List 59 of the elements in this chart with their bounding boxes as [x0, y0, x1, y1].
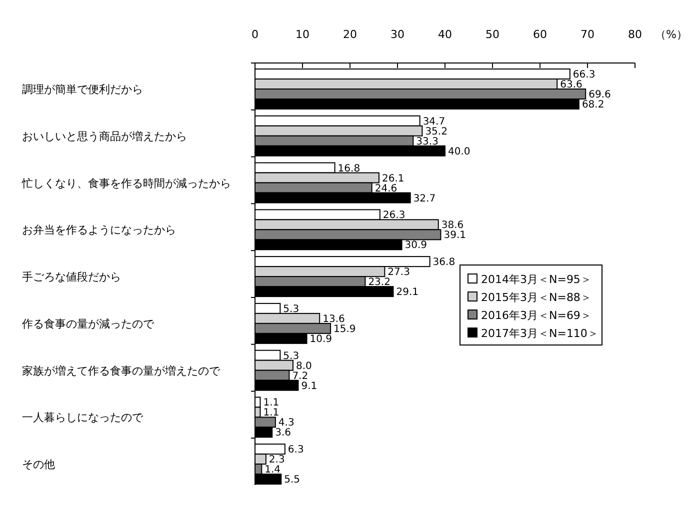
- data-label: 40.0: [448, 146, 470, 158]
- data-label: 3.6: [275, 428, 292, 439]
- legend-label: 2017年3月＜N=110＞: [481, 327, 598, 340]
- x-tick-label: 70: [580, 28, 594, 41]
- data-label: 2.3: [268, 454, 285, 466]
- x-tick-label: 20: [343, 28, 357, 41]
- y-tick-label: おいしいと思う商品が増えたから: [22, 130, 187, 143]
- data-label: 5.5: [284, 474, 300, 486]
- data-label: 34.7: [422, 116, 446, 128]
- data-label: 1.4: [264, 464, 281, 476]
- y-tick-label: 家族が増えて作る食事の量が増えたので: [22, 364, 221, 378]
- x-tick-label: 30: [390, 28, 404, 41]
- y-tick-label: お弁当を作るようになったから: [22, 224, 176, 237]
- data-label: 23.2: [368, 277, 390, 288]
- data-label: 68.2: [582, 100, 604, 110]
- x-tick-label: 50: [486, 28, 500, 41]
- data-label: 1.1: [263, 398, 280, 409]
- data-label: 10.9: [310, 334, 332, 345]
- data-label: 6.3: [288, 444, 304, 456]
- data-label: 30.9: [404, 240, 428, 252]
- data-label: 63.6: [560, 80, 582, 90]
- data-label: 5.3: [283, 350, 300, 362]
- data-label: 16.8: [338, 163, 360, 174]
- data-label: 36.8: [432, 257, 456, 268]
- x-tick-label: 0: [252, 28, 258, 41]
- data-label: 66.3: [572, 70, 596, 80]
- data-label: 32.7: [413, 193, 436, 204]
- data-label: 8.0: [296, 360, 312, 372]
- data-label: 29.1: [396, 287, 418, 298]
- data-label: 5.3: [283, 304, 300, 315]
- data-label: 15.9: [334, 324, 356, 335]
- legend-label: 2016年3月＜N=69＞: [481, 309, 592, 322]
- x-tick-label: 10: [296, 28, 310, 41]
- data-label: 33.3: [416, 136, 438, 148]
- x-axis-title: （%）: [655, 28, 688, 41]
- x-tick-label: 60: [533, 28, 547, 41]
- data-label: 24.6: [374, 183, 398, 194]
- data-label: 13.6: [322, 314, 345, 325]
- y-tick-label: 調理が簡単で便利だから: [22, 83, 143, 96]
- data-label: 9.1: [301, 380, 318, 392]
- data-label: 69.6: [588, 90, 611, 100]
- data-label: 1.1: [263, 408, 280, 419]
- data-label: 26.3: [382, 210, 406, 222]
- legend-label: 2014年3月＜N=95＞: [481, 273, 592, 286]
- data-label: 38.6: [441, 220, 464, 232]
- data-label: 4.3: [278, 418, 294, 429]
- legend-label: 2015年3月＜N=88＞: [481, 291, 592, 304]
- data-label: 27.3: [388, 267, 410, 278]
- x-tick-label: 40: [438, 28, 452, 41]
- y-tick-label: その他: [22, 458, 55, 472]
- y-tick-label: 手ごろな値段だから: [22, 270, 121, 284]
- y-tick-label: 作る食事の量が減ったので: [21, 317, 155, 330]
- data-label: 35.2: [425, 126, 448, 138]
- x-tick-label: 80: [628, 28, 642, 41]
- data-label: 39.1: [444, 230, 466, 242]
- y-tick-label: 一人暮らしになったので: [22, 411, 144, 424]
- y-tick-label: 忙しくなり、食事を作る時間が減ったから: [21, 176, 231, 190]
- data-label: 7.2: [292, 370, 308, 382]
- data-label: 26.1: [382, 173, 404, 184]
